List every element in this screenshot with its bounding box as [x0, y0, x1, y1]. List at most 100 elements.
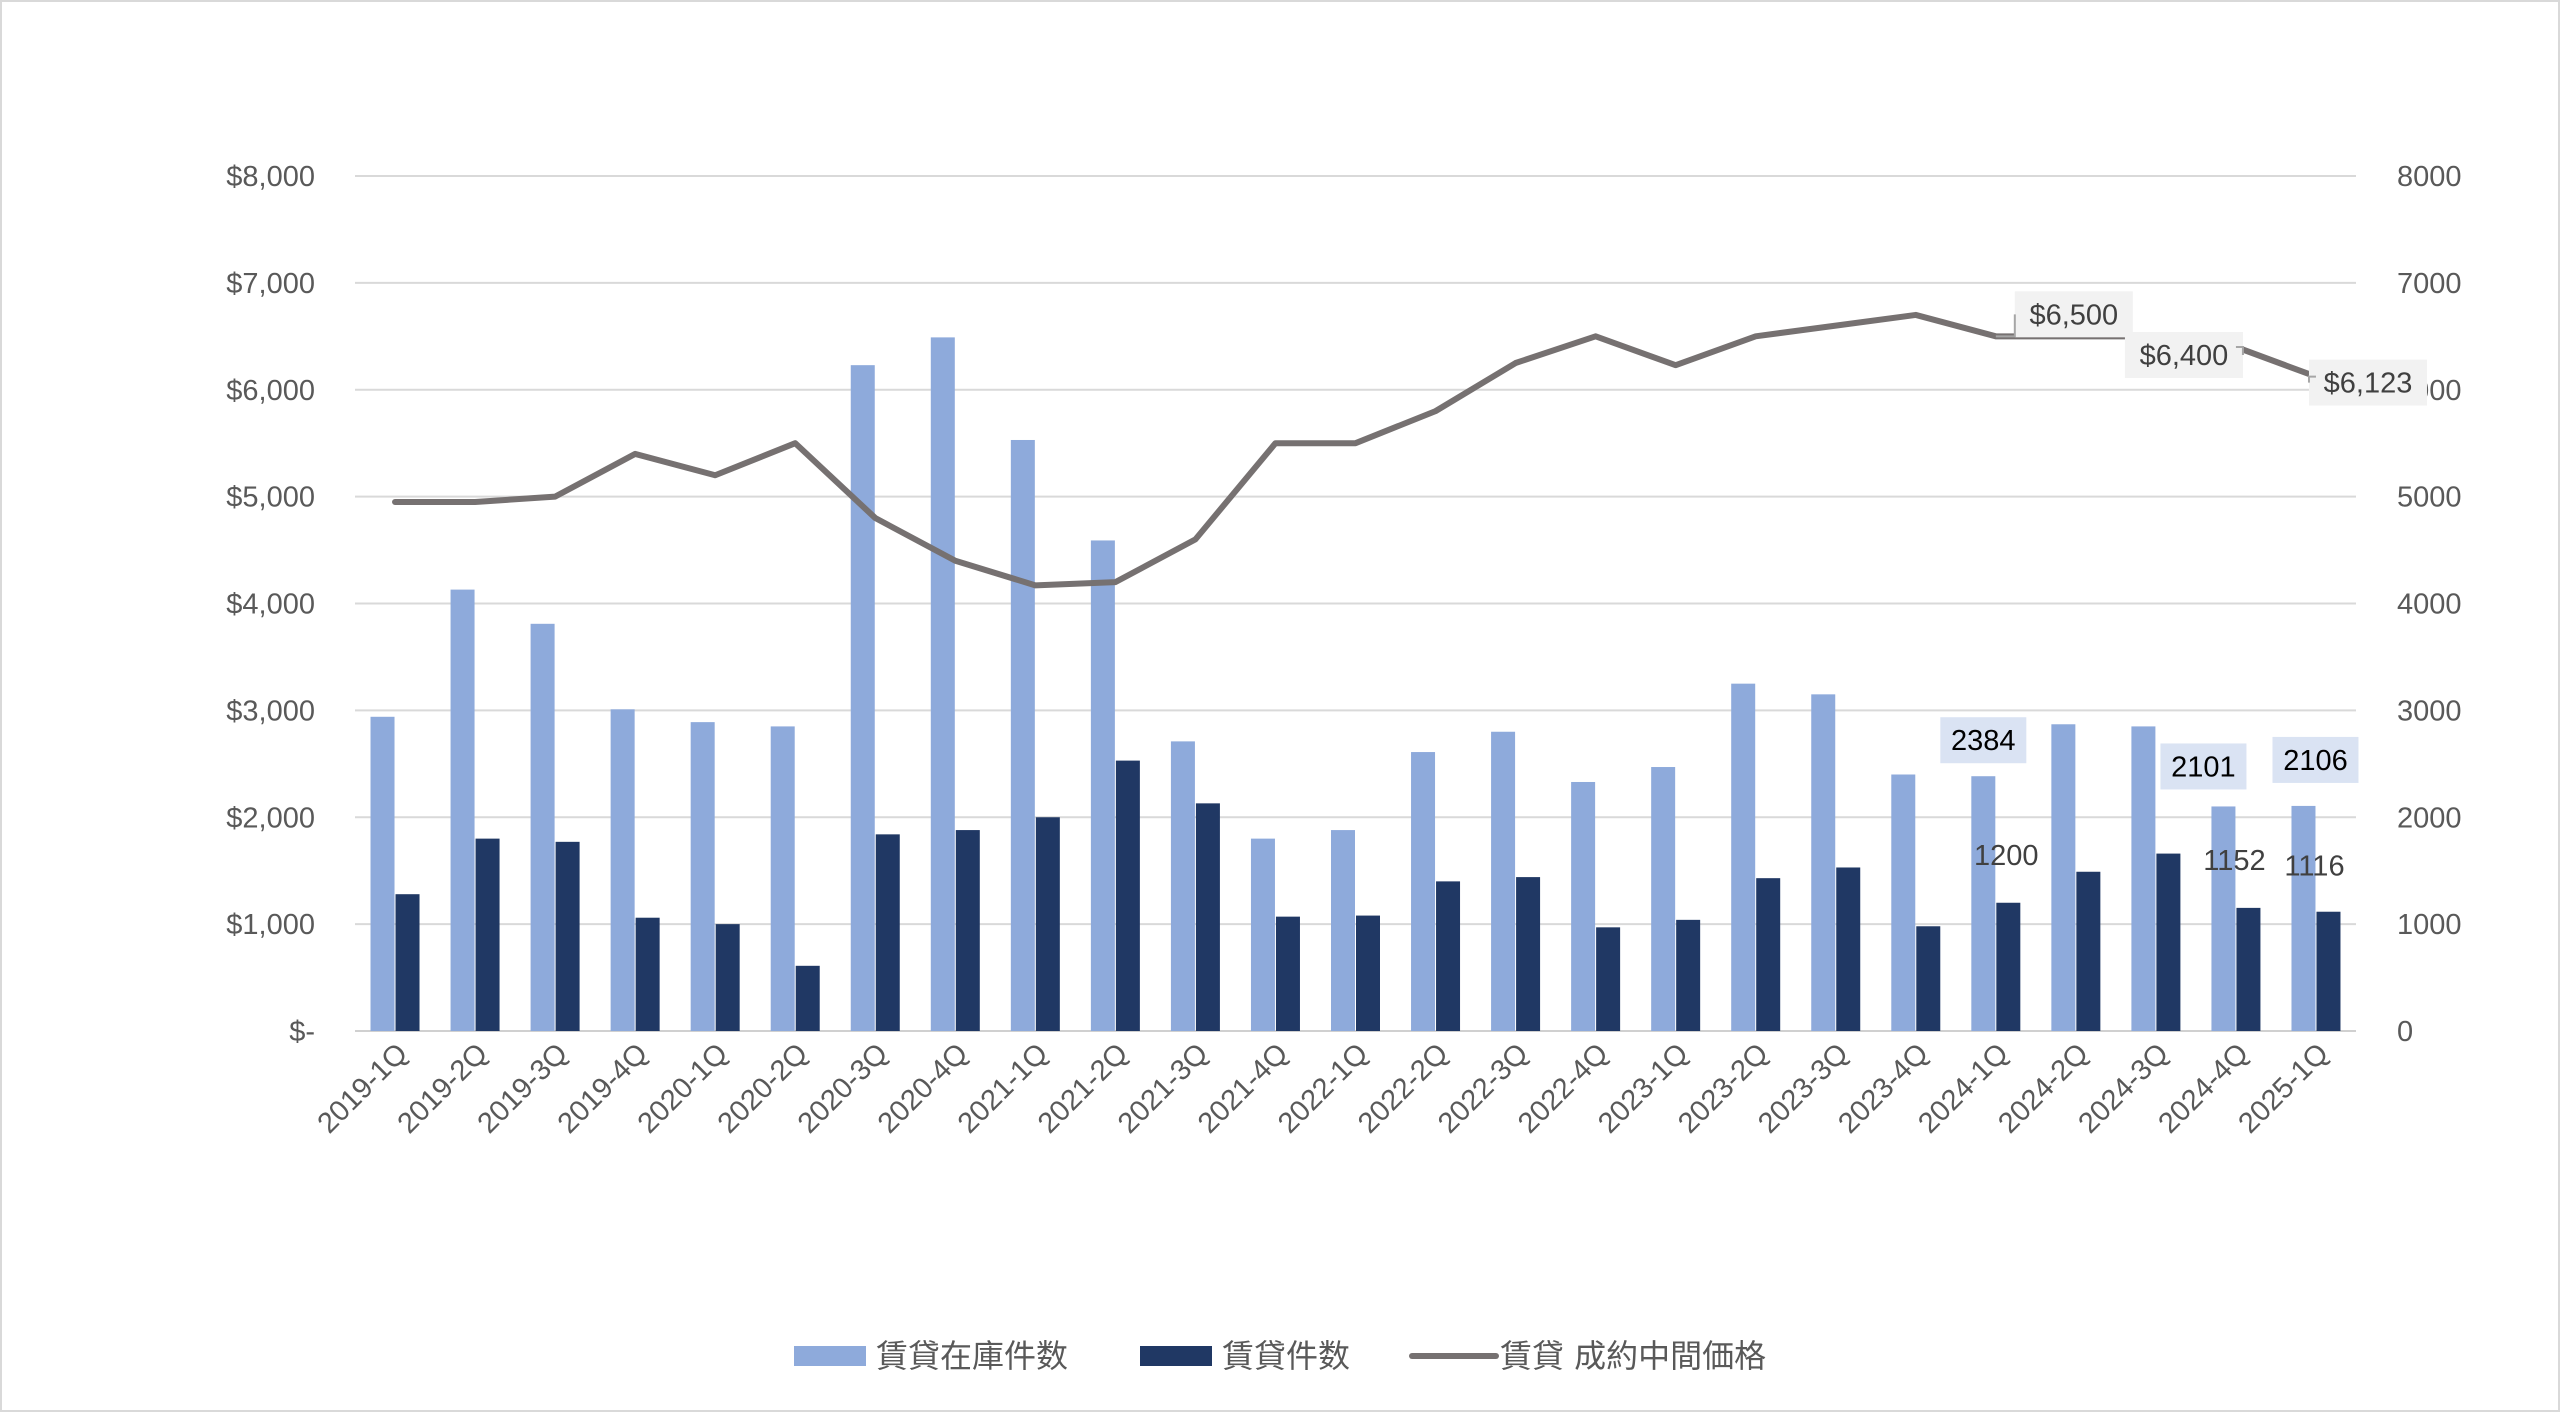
- bar-rentals: [1916, 926, 1941, 1031]
- right-tick-label: 7000: [2397, 268, 2462, 300]
- bar-rentals: [1436, 881, 1461, 1031]
- bar-rentals: [635, 917, 660, 1031]
- data-label: $6,400: [2140, 340, 2229, 372]
- bar-inventory: [610, 709, 635, 1031]
- data-label-box: [2272, 736, 2359, 783]
- bar-rentals: [795, 965, 820, 1031]
- bar-rentals: [1836, 867, 1861, 1031]
- legend-label: 賃貸件数: [1222, 1337, 1350, 1375]
- bar-rentals: [2236, 907, 2261, 1031]
- bar-inventory: [1250, 838, 1275, 1031]
- bar-rentals: [1516, 877, 1541, 1031]
- bar-rentals: [2156, 853, 2181, 1031]
- bar-rentals: [1356, 915, 1380, 1031]
- bar-inventory: [2211, 806, 2236, 1031]
- bar-inventory: [1491, 731, 1516, 1031]
- data-label-box: [2014, 291, 2133, 338]
- x-tick-label: 2025-1Q: [2232, 1037, 2334, 1139]
- bar-inventory: [930, 337, 955, 1032]
- left-tick-label: $4,000: [226, 589, 315, 621]
- bar-rentals: [1195, 803, 1220, 1031]
- gridlines: [355, 175, 2356, 1032]
- data-label: 2106: [2283, 745, 2348, 777]
- right-tick-label: 4000: [2397, 589, 2462, 621]
- data-label: $6,500: [2029, 299, 2118, 331]
- x-axis: 2019-1Q2019-2Q2019-3Q2019-4Q2020-1Q2020-…: [312, 1037, 2335, 1139]
- bar-inventory: [1411, 752, 1436, 1031]
- right-tick-label: 2000: [2397, 802, 2462, 834]
- line-median-price: [392, 311, 2319, 589]
- bar-rentals: [1996, 902, 2021, 1031]
- left-tick-label: $2,000: [226, 802, 315, 834]
- data-label-box: [2124, 332, 2243, 378]
- bar-inventory: [1971, 776, 1996, 1031]
- data-labels: 2384 2101 2106 1200 1152 1116 $6,500 $6,400 $6,1…: [1940, 291, 2427, 883]
- left-tick-label: $3,000: [226, 695, 315, 727]
- leader-line: [1995, 314, 2016, 338]
- bar-rentals: [1596, 927, 1621, 1031]
- bar-inventory: [1010, 439, 1035, 1031]
- bar-inventory: [1571, 781, 1596, 1031]
- left-tick-label: $8,000: [226, 161, 315, 193]
- left-tick-label: $-: [289, 1016, 315, 1048]
- bar-rentals: [555, 841, 580, 1031]
- leader-line: [2307, 375, 2316, 383]
- bar-rentals: [715, 924, 740, 1031]
- bar-rentals: [2316, 911, 2341, 1031]
- data-label-box: [2308, 359, 2427, 406]
- line-series: [392, 311, 2319, 589]
- left-tick-label: $7,000: [226, 268, 315, 300]
- bar-inventory: [530, 623, 555, 1031]
- legend-label: 賃貸在庫件数: [876, 1337, 1068, 1375]
- data-label: 2384: [1951, 725, 2016, 757]
- data-label: 1200: [1974, 840, 2039, 872]
- bar-rentals: [395, 894, 420, 1031]
- bar-inventory: [1651, 767, 1676, 1031]
- bar-rentals: [1035, 817, 1060, 1031]
- bar-rentals: [1676, 919, 1701, 1031]
- bar-inventory: [2131, 726, 2156, 1031]
- legend-swatch: [794, 1346, 866, 1366]
- bar-inventory: [770, 726, 795, 1031]
- data-label: 1116: [2284, 851, 2344, 883]
- left-tick-label: $1,000: [226, 909, 315, 941]
- bar-rentals: [1115, 760, 1140, 1031]
- bar-inventory: [1811, 694, 1836, 1031]
- left-tick-label: $5,000: [226, 482, 315, 514]
- left-y-axis: $- $1,000 $2,000 $3,000 $4,000 $5,000 $6,000 $7…: [226, 161, 315, 1048]
- data-label: 1152: [2203, 845, 2265, 877]
- bar-inventory: [1090, 540, 1115, 1031]
- legend: 賃貸在庫件数 賃貸件数 賃貸 成約中間価格: [794, 1337, 1766, 1375]
- bar-inventory: [850, 365, 875, 1031]
- data-label-box: [2160, 743, 2247, 790]
- bar-rentals: [1756, 878, 1781, 1031]
- bar-inventory: [1170, 741, 1195, 1031]
- data-label: $6,123: [2324, 368, 2413, 400]
- right-tick-label: 1000: [2397, 909, 2462, 941]
- leader-line: [2235, 346, 2244, 355]
- data-label: 2101: [2171, 751, 2236, 783]
- bar-inventory: [2051, 724, 2076, 1031]
- bar-rentals: [875, 834, 900, 1031]
- bar-inventory: [370, 716, 395, 1031]
- right-tick-label: 3000: [2397, 695, 2462, 727]
- bar-inventory: [690, 722, 715, 1031]
- bar-inventory: [1731, 683, 1756, 1031]
- legend-label: 賃貸 成約中間価格: [1500, 1337, 1766, 1375]
- bar-inventory: [450, 589, 475, 1031]
- left-tick-label: $6,000: [226, 375, 315, 407]
- bar-rentals: [1275, 916, 1300, 1031]
- data-label-box: [1940, 717, 2027, 764]
- bar-inventory: [1331, 830, 1355, 1031]
- right-tick-label: 8000: [2397, 161, 2462, 193]
- bar-rentals: [955, 830, 980, 1031]
- bar-inventory: [1891, 774, 1916, 1031]
- right-tick-label: 5000: [2397, 482, 2462, 514]
- bar-rentals: [2076, 871, 2101, 1031]
- bar-series: [370, 337, 2341, 1032]
- right-tick-label: 0: [2397, 1016, 2413, 1048]
- legend-swatch: [1140, 1346, 1212, 1366]
